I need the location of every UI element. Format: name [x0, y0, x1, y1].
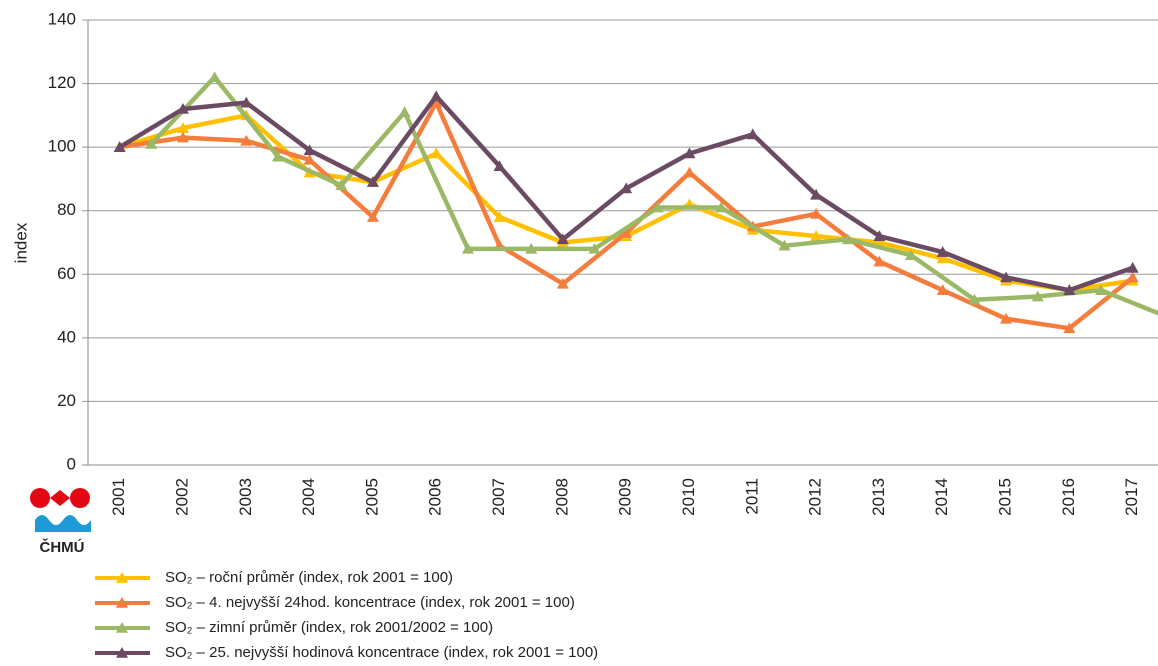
point-marker — [398, 106, 411, 117]
x-tick-label: 2011 — [742, 478, 761, 515]
y-tick-label: 100 — [48, 137, 76, 156]
point-marker — [271, 150, 284, 162]
x-tick-label: 2003 — [236, 478, 255, 516]
y-tick-label: 60 — [57, 264, 76, 283]
x-tick-label: 2014 — [932, 478, 951, 516]
logo-shape — [50, 490, 70, 506]
point-marker — [746, 128, 759, 140]
y-tick-label: 40 — [57, 327, 76, 346]
point-marker — [430, 96, 443, 108]
point-marker — [841, 233, 854, 245]
point-marker — [556, 277, 569, 289]
x-tick-label: 2016 — [1059, 478, 1078, 516]
point-marker — [208, 71, 221, 83]
point-marker — [1000, 271, 1013, 283]
point-marker — [240, 96, 253, 108]
point-marker — [303, 144, 316, 156]
point-marker — [430, 90, 443, 102]
point-marker — [176, 103, 189, 114]
point-marker — [335, 179, 348, 191]
point-marker — [683, 166, 696, 178]
point-marker — [525, 242, 538, 254]
point-marker — [1126, 261, 1139, 273]
x-tick-label: 2010 — [679, 478, 698, 516]
point-marker — [905, 249, 918, 261]
point-marker — [651, 201, 664, 213]
point-marker — [556, 233, 569, 245]
point-marker — [715, 201, 728, 213]
point-marker — [303, 153, 316, 165]
logo-circle — [70, 488, 90, 508]
legend-label: SO₂ – 4. nejvyšší 24hod. koncentrace (in… — [165, 594, 575, 611]
point-marker — [968, 293, 981, 305]
point-marker — [1095, 284, 1108, 295]
point-marker — [810, 230, 823, 241]
y-tick-label: 0 — [67, 454, 76, 473]
point-marker — [493, 160, 506, 172]
point-marker — [810, 207, 823, 219]
logo-wave — [35, 515, 91, 532]
point-marker — [430, 147, 443, 159]
point-marker — [1126, 271, 1139, 283]
point-marker — [936, 246, 949, 257]
y-tick-label: 140 — [48, 9, 76, 28]
legend-marker — [116, 572, 128, 583]
x-tick-label: 2004 — [299, 478, 318, 516]
point-marker — [873, 255, 886, 267]
x-tick-label: 2009 — [616, 478, 635, 516]
point-marker — [113, 141, 126, 152]
x-tick-label: 2012 — [806, 478, 825, 516]
x-tick-label: 2002 — [172, 478, 191, 516]
legend-label: SO₂ – roční průměr (index, rok 2001 = 10… — [165, 569, 453, 586]
logo: ČHMÚ — [30, 488, 91, 556]
series-line — [119, 113, 1134, 293]
x-tick-label: 2017 — [1122, 478, 1141, 516]
y-tick-label: 80 — [57, 200, 76, 219]
legend-label: SO₂ – zimní průměr (index, rok 2001/2002… — [165, 619, 493, 636]
point-marker — [176, 122, 189, 133]
x-tick-label: 2006 — [426, 478, 445, 516]
point-marker — [778, 239, 791, 251]
point-marker — [493, 211, 506, 222]
point-marker — [240, 134, 253, 146]
x-tick-label: 2008 — [552, 478, 571, 516]
point-marker — [936, 284, 949, 295]
point-marker — [683, 147, 696, 159]
x-tick-label: 2005 — [362, 478, 381, 516]
point-marker — [936, 252, 949, 264]
point-marker — [145, 137, 158, 149]
legend-marker — [116, 597, 128, 608]
point-marker — [461, 242, 474, 254]
logo-text: ČHMÚ — [40, 538, 85, 556]
point-marker — [873, 230, 886, 241]
point-marker — [176, 131, 189, 143]
point-marker — [810, 188, 823, 200]
point-marker — [1063, 284, 1076, 295]
legend-marker — [116, 622, 128, 633]
x-tick-label: 2007 — [489, 478, 508, 516]
x-tick-label: 2001 — [109, 478, 128, 516]
y-tick-label: 20 — [57, 391, 76, 410]
point-marker — [366, 211, 379, 222]
point-marker — [620, 226, 633, 238]
point-marker — [1031, 290, 1044, 302]
logo-circle — [30, 488, 50, 508]
y-tick-label: 120 — [48, 73, 76, 92]
legend-marker — [116, 647, 128, 658]
point-marker — [366, 176, 379, 187]
y-axis-label: index — [11, 222, 30, 263]
point-marker — [1063, 322, 1076, 334]
legend-label: SO₂ – 25. nejvyšší hodinová koncentrace … — [165, 644, 598, 661]
x-tick-label: 2015 — [996, 478, 1015, 516]
point-marker — [1000, 312, 1013, 324]
point-marker — [588, 242, 601, 254]
x-tick-label: 2013 — [869, 478, 888, 516]
point-marker — [620, 182, 633, 194]
